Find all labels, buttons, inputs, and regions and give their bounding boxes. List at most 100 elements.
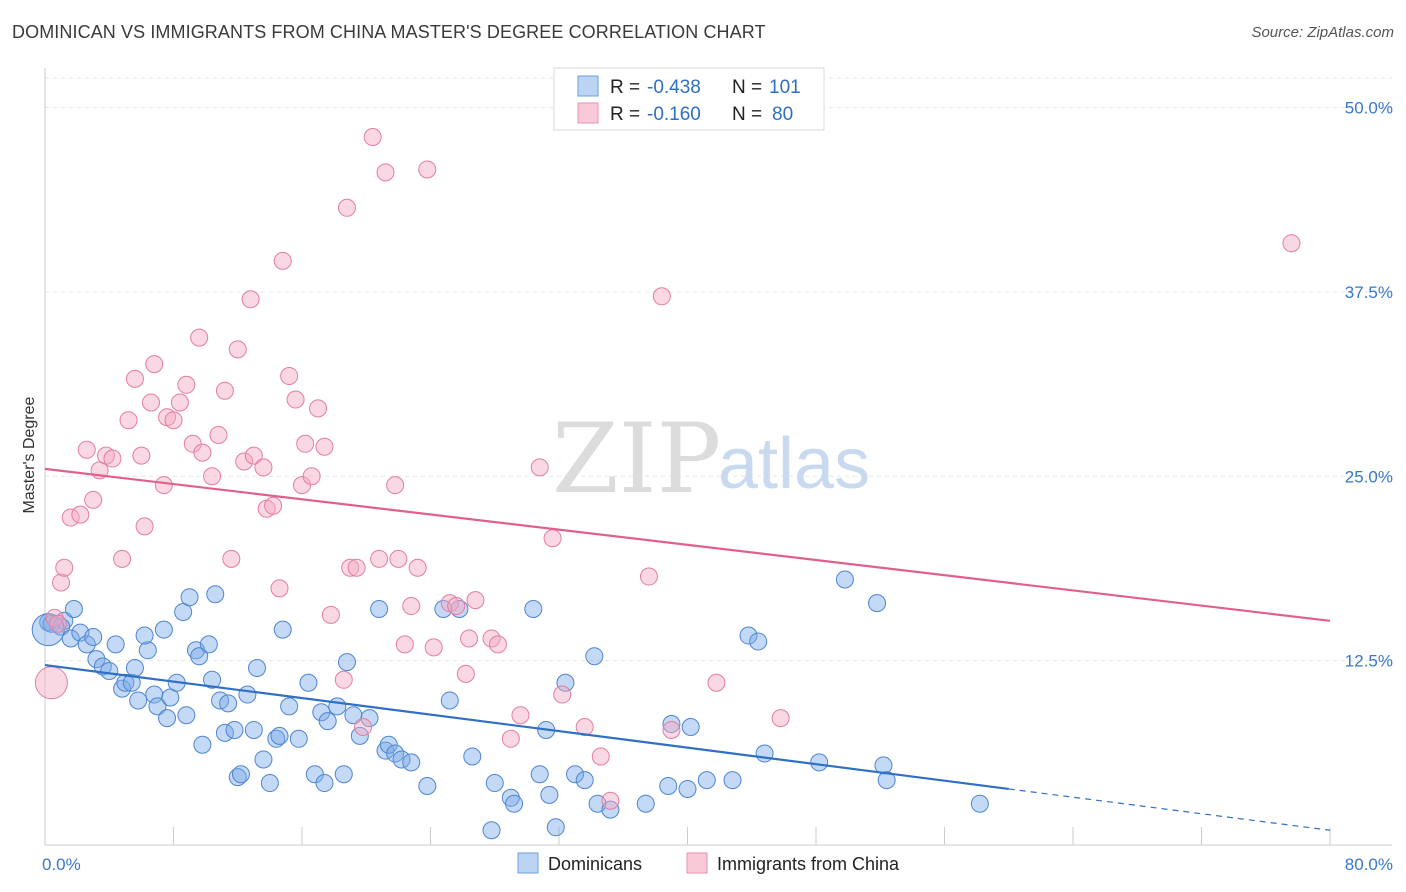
trend-line-0 — [44, 663, 1009, 791]
point-0-18 — [138, 641, 157, 660]
point-1-64 — [456, 664, 475, 683]
chart-source: Source: ZipAtlas.com — [1251, 24, 1394, 41]
point-0-47 — [270, 726, 289, 745]
legend-r-value-0: -0.438 — [647, 77, 701, 98]
point-0-96 — [749, 632, 768, 651]
point-1-29 — [222, 549, 241, 568]
y-tick-label-3: 50.0% — [1345, 99, 1393, 118]
point-0-85 — [585, 647, 604, 666]
point-1-73 — [553, 685, 572, 704]
point-0-34 — [206, 585, 225, 604]
point-0-55 — [318, 712, 337, 731]
point-0-41 — [238, 685, 257, 704]
point-1-7 — [84, 490, 103, 509]
point-1-1 — [48, 614, 67, 633]
point-0-32 — [199, 635, 218, 654]
point-1-71 — [530, 458, 549, 477]
watermark-zip: ZIP — [552, 403, 721, 515]
point-1-0 — [45, 608, 64, 627]
legend-swatch-dominicans — [577, 75, 599, 97]
point-1-46 — [321, 605, 340, 624]
point-0-75 — [501, 788, 520, 807]
point-0-22 — [154, 620, 173, 639]
point-0-62 — [370, 600, 389, 618]
point-1-16 — [142, 393, 161, 412]
trend-line-extension-0 — [1008, 788, 1331, 831]
point-0-13 — [113, 679, 132, 698]
point-1-30 — [228, 340, 247, 359]
legend-r-label-0: R = — [610, 77, 640, 98]
point-1-49 — [341, 558, 360, 577]
y-tick-label-0: 12.5% — [1345, 652, 1393, 671]
point-0-27 — [177, 706, 196, 725]
point-1-44 — [309, 399, 328, 418]
point-1-18 — [154, 476, 173, 495]
point-1-40 — [286, 390, 305, 409]
point-0-93 — [697, 771, 716, 790]
point-0-15 — [122, 673, 141, 692]
point-0-88 — [636, 794, 655, 813]
point-1-75 — [591, 747, 610, 766]
point-1-56 — [389, 549, 408, 568]
point-1-17 — [145, 355, 164, 374]
point-0-17 — [129, 691, 148, 710]
point-0-50 — [289, 729, 308, 748]
point-1-69 — [501, 729, 520, 748]
point-1-80 — [707, 673, 726, 692]
point-0-19 — [135, 626, 154, 645]
point-1-5 — [71, 505, 90, 524]
point-0-37 — [219, 694, 238, 713]
legend-n-value-1: 80 — [772, 104, 793, 125]
bottom-legend-swatch-china — [686, 852, 708, 874]
watermark-atlas: atlas — [718, 424, 870, 504]
x-tick-labels: 0.0% 80.0% — [42, 855, 1393, 874]
point-0-97 — [755, 744, 774, 763]
point-1-12 — [119, 411, 138, 430]
y-axis-label: Master's Degree — [21, 396, 38, 513]
point-0-16 — [125, 659, 144, 677]
point-0-45 — [260, 774, 279, 793]
point-1-2 — [52, 573, 71, 592]
point-0-33 — [203, 670, 222, 689]
point-1-15 — [135, 517, 154, 536]
legend-n-value-0: 101 — [769, 77, 801, 98]
point-0-77 — [524, 600, 543, 618]
point-1-47 — [334, 670, 353, 689]
point-1-39 — [280, 366, 299, 385]
point-1-60 — [418, 160, 437, 179]
watermark: ZIP atlas — [552, 403, 870, 515]
legend-r-value-1: -0.160 — [647, 104, 701, 125]
point-1-34 — [254, 458, 273, 477]
point-0-82 — [556, 673, 575, 692]
point-1-large — [34, 666, 68, 700]
point-0-102 — [877, 771, 896, 790]
legend-n-label-0: N = — [732, 77, 762, 98]
point-0-40 — [231, 765, 250, 784]
y-tick-labels: 12.5% 25.0% 37.5% 50.0% — [1345, 99, 1393, 671]
point-0-94 — [723, 771, 742, 790]
point-1-81 — [771, 709, 790, 728]
point-0-95 — [739, 626, 758, 645]
point-1-26 — [203, 467, 222, 486]
point-0-92 — [681, 718, 700, 736]
point-0-42 — [244, 720, 263, 739]
point-1-14 — [132, 446, 151, 465]
point-0-53 — [312, 703, 331, 722]
y-tick-label-2: 37.5% — [1345, 283, 1393, 302]
point-0-72 — [463, 747, 482, 766]
point-0-54 — [315, 774, 334, 793]
point-0-23 — [158, 709, 177, 728]
point-1-68 — [488, 635, 507, 654]
point-0-3 — [52, 617, 71, 636]
axes — [44, 68, 1392, 846]
trend-line-1 — [44, 467, 1331, 622]
point-0-71 — [450, 600, 469, 618]
bottom-legend-china: Immigrants from China — [717, 854, 900, 874]
point-0-56 — [328, 697, 347, 716]
point-0-43 — [248, 659, 267, 677]
point-0-11 — [100, 661, 119, 680]
point-1-51 — [354, 718, 373, 736]
point-0-90 — [662, 715, 681, 734]
point-1-43 — [302, 467, 321, 486]
point-0-58 — [337, 653, 356, 672]
